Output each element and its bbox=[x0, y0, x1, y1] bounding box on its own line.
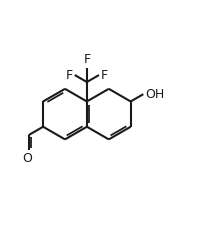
Text: F: F bbox=[83, 54, 90, 67]
Text: F: F bbox=[66, 68, 73, 81]
Text: O: O bbox=[22, 152, 32, 164]
Text: OH: OH bbox=[145, 88, 164, 101]
Text: F: F bbox=[101, 68, 108, 81]
